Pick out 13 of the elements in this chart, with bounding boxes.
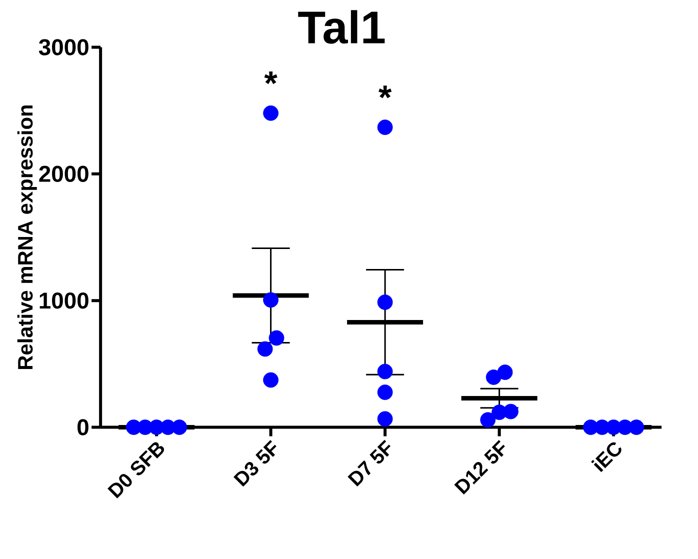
y-axis-title: Relative mRNA expression (17, 105, 37, 369)
y-tick-label: 3000 (38, 39, 88, 56)
x-tick-label: D0 SFB (108, 442, 164, 498)
x-tick-label: D12 5F (454, 440, 505, 494)
annotation: * (378, 86, 392, 98)
y-tick-label: 2000 (39, 166, 88, 182)
y-tick-label: 1000 (40, 292, 88, 309)
x-tick-label: D7 5F (348, 440, 390, 486)
chart-title: Tal1 (298, 10, 385, 44)
annotation: * (264, 71, 278, 84)
x-tick-label: iEC (591, 442, 622, 472)
x-tick-label: D3 5F (234, 440, 276, 487)
y-tick-label: 0 (78, 419, 88, 436)
